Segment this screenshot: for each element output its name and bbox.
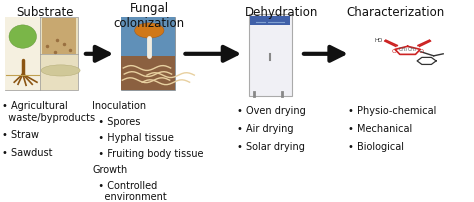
Text: • Controlled
    environment: • Controlled environment [92, 180, 167, 201]
Text: Substrate: Substrate [16, 6, 74, 19]
Text: • Spores: • Spores [92, 117, 141, 127]
Text: • Straw: • Straw [2, 129, 39, 139]
Ellipse shape [9, 26, 36, 49]
FancyBboxPatch shape [121, 18, 175, 91]
Text: Characterization: Characterization [346, 6, 445, 19]
Text: • Fruiting body tissue: • Fruiting body tissue [92, 148, 204, 158]
FancyBboxPatch shape [121, 18, 175, 57]
Text: Fungal
colonization: Fungal colonization [114, 2, 185, 30]
Text: • Physio-chemical: • Physio-chemical [348, 105, 437, 115]
Text: • Solar drying: • Solar drying [237, 141, 305, 151]
Text: • Air drying: • Air drying [237, 123, 293, 133]
Text: Growth: Growth [92, 164, 128, 174]
Text: HO: HO [374, 38, 383, 43]
Text: • Sawdust: • Sawdust [2, 147, 53, 157]
Text: O: O [392, 49, 397, 54]
Text: • Mechanical: • Mechanical [348, 123, 413, 133]
Text: CH₃: CH₃ [408, 46, 417, 51]
Text: O: O [419, 49, 423, 54]
FancyBboxPatch shape [249, 15, 292, 97]
FancyBboxPatch shape [5, 18, 40, 91]
Text: • Biological: • Biological [348, 141, 404, 151]
Text: • Oven drying: • Oven drying [237, 105, 306, 115]
FancyBboxPatch shape [121, 57, 175, 91]
Text: • Agricultural
  waste/byproducts: • Agricultural waste/byproducts [2, 101, 95, 122]
FancyBboxPatch shape [5, 18, 78, 91]
FancyBboxPatch shape [250, 17, 290, 26]
Ellipse shape [41, 65, 80, 77]
FancyBboxPatch shape [42, 19, 76, 55]
Ellipse shape [135, 24, 164, 39]
Text: Dehydration: Dehydration [246, 6, 319, 19]
Text: Inoculation: Inoculation [92, 101, 146, 111]
Text: • Hyphal tissue: • Hyphal tissue [92, 133, 174, 142]
Text: CH₃: CH₃ [398, 46, 408, 51]
